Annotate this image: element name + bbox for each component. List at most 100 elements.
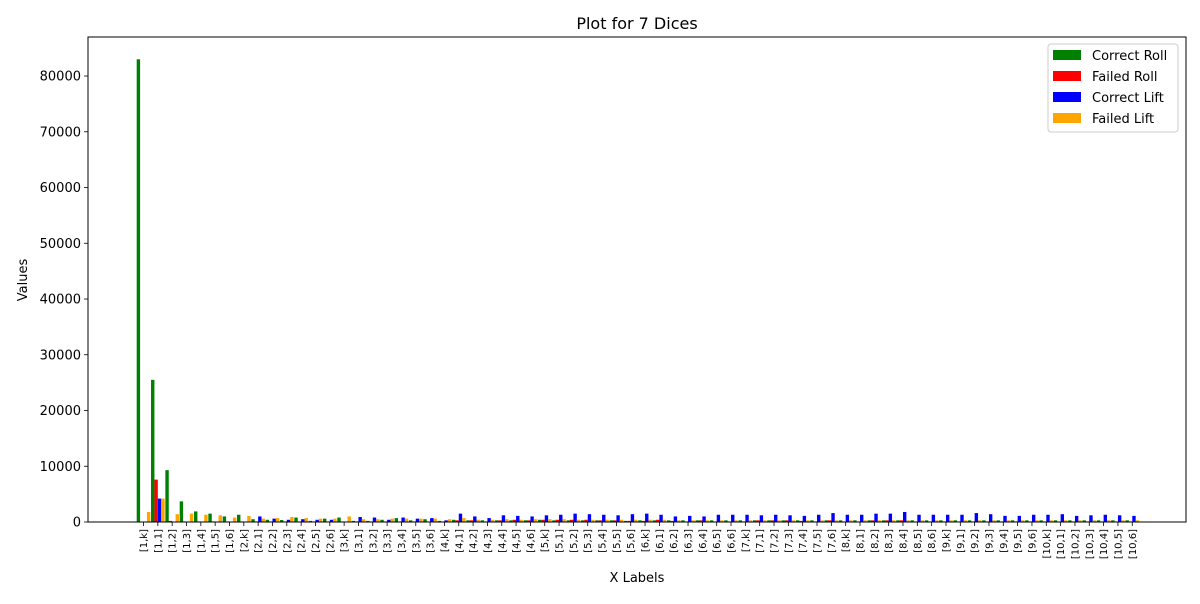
bar-correct-roll-60	[996, 520, 1000, 522]
bar-correct-roll-58	[967, 520, 972, 522]
bar-correct-roll-35	[638, 520, 642, 522]
bar-correct-lift-57	[960, 514, 964, 522]
bar-failed-lift-64	[1064, 520, 1068, 522]
bar-correct-roll-32	[595, 520, 599, 522]
legend-swatch-correct-roll	[1053, 50, 1081, 60]
bar-correct-lift-15	[358, 516, 362, 522]
y-tick-label: 50000	[40, 237, 81, 252]
bar-failed-lift-32	[605, 519, 609, 522]
bar-correct-roll-9	[265, 519, 270, 522]
bar-failed-lift-54	[920, 520, 925, 522]
bar-correct-roll-43	[752, 520, 757, 522]
bar-failed-lift-4	[204, 514, 208, 522]
bar-failed-roll-44	[770, 520, 775, 522]
x-tick-label: [5,k]	[540, 529, 551, 552]
bar-correct-lift-35	[645, 513, 649, 522]
bar-failed-lift-47	[820, 520, 824, 522]
bar-correct-roll-49	[838, 520, 843, 522]
bar-correct-lift-20	[430, 518, 434, 522]
bar-correct-roll-66	[1082, 520, 1086, 522]
legend-swatch-correct-lift	[1053, 92, 1081, 102]
bar-failed-roll-26	[512, 519, 517, 522]
bar-correct-lift-22	[458, 513, 463, 522]
x-tick-label: [7,3]	[784, 529, 795, 553]
bar-correct-lift-23	[473, 516, 477, 522]
x-tick-label: [9,6]	[1027, 529, 1038, 553]
x-tick-label: [1,4]	[196, 529, 207, 553]
x-tick-label: [5,3]	[583, 529, 594, 553]
x-tick-label: [10,5]	[1113, 529, 1124, 559]
x-tick-label: [6,6]	[727, 529, 738, 553]
x-tick-label: [5,5]	[612, 529, 623, 553]
bar-failed-lift-35	[648, 519, 652, 522]
bar-correct-lift-19	[415, 518, 420, 522]
bar-failed-roll-30	[570, 519, 574, 522]
x-tick-label: [9,3]	[984, 529, 995, 553]
legend-label-correct-lift: Correct Lift	[1092, 91, 1164, 106]
bar-correct-roll-28	[537, 519, 542, 522]
bar-failed-roll-1	[154, 479, 158, 522]
bar-correct-roll-40	[709, 520, 714, 522]
bar-correct-lift-67	[1103, 514, 1108, 522]
x-tick-label: [3,6]	[426, 529, 437, 553]
bar-failed-roll-39	[698, 520, 703, 522]
bar-correct-roll-57	[953, 520, 957, 522]
x-tick-label: [7,2]	[770, 529, 781, 553]
bar-correct-roll-20	[423, 519, 427, 522]
x-tick-label: [4,5]	[512, 529, 523, 553]
bar-correct-roll-50	[853, 520, 857, 522]
x-tick-label: [2,5]	[311, 529, 322, 553]
bar-correct-lift-11	[301, 519, 305, 522]
bar-correct-lift-10	[286, 519, 291, 522]
x-tick-label: [8,2]	[870, 529, 881, 553]
bar-correct-roll-26	[509, 520, 513, 522]
bar-correct-lift-64	[1060, 514, 1065, 522]
legend-box	[1047, 43, 1179, 133]
chart-title: Plot for 7 Dices	[576, 14, 697, 33]
bar-correct-roll-2	[165, 470, 169, 522]
bar-correct-lift-55	[931, 514, 936, 522]
bar-correct-lift-41	[731, 514, 735, 522]
bar-correct-lift-33	[616, 515, 620, 522]
x-tick-label: [2,3]	[282, 529, 293, 553]
x-tick-label: [6,1]	[655, 529, 666, 553]
bar-correct-roll-1	[151, 379, 155, 522]
bar-failed-lift-34	[634, 519, 638, 522]
bar-correct-roll-29	[552, 520, 556, 522]
bar-correct-roll-24	[480, 520, 485, 522]
x-tick-label: [3,5]	[411, 529, 422, 553]
x-tick-label: [5,4]	[598, 529, 609, 553]
x-tick-label: [6,4]	[698, 529, 709, 553]
bar-failed-lift-59	[992, 520, 996, 522]
bar-failed-lift-37	[677, 520, 681, 522]
bar-correct-lift-16	[372, 517, 377, 522]
bar-correct-roll-44	[767, 520, 771, 522]
x-tick-label: [10,k]	[1042, 529, 1053, 559]
bar-failed-lift-22	[462, 518, 466, 522]
bar-correct-roll-52	[881, 520, 886, 522]
x-tick-label: [10,2]	[1070, 529, 1081, 559]
bar-correct-roll-45	[781, 520, 785, 522]
bar-correct-roll-8	[251, 519, 255, 522]
bar-failed-roll-43	[756, 520, 760, 522]
bar-correct-lift-28	[544, 515, 549, 522]
bar-correct-roll-51	[867, 520, 871, 522]
bar-failed-lift-17	[390, 518, 394, 522]
x-tick-label: [3,2]	[368, 529, 379, 553]
bar-correct-roll-69	[1125, 520, 1129, 522]
bar-failed-lift-15	[361, 519, 366, 522]
bar-correct-roll-21	[437, 520, 442, 522]
bar-correct-lift-13	[329, 519, 334, 522]
legend-label-failed-roll: Failed Roll	[1092, 70, 1157, 85]
bar-failed-lift-1	[161, 498, 165, 522]
bar-failed-lift-48	[834, 520, 839, 522]
legend-swatch-failed-lift	[1053, 113, 1081, 123]
bar-correct-roll-39	[695, 520, 699, 522]
bar-correct-roll-61	[1010, 520, 1015, 522]
bar-failed-lift-36	[662, 519, 667, 522]
bar-correct-roll-68	[1111, 520, 1115, 522]
x-tick-label: [2,1]	[254, 529, 265, 553]
bar-correct-lift-12	[315, 519, 319, 522]
bar-correct-lift-39	[702, 516, 706, 522]
bar-correct-roll-42	[738, 520, 742, 522]
